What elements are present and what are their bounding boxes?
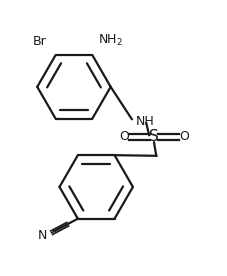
Text: S: S xyxy=(148,129,158,144)
Text: Br: Br xyxy=(33,35,47,48)
Text: NH: NH xyxy=(136,115,154,128)
Text: O: O xyxy=(178,130,188,144)
Text: N: N xyxy=(37,229,47,242)
Text: O: O xyxy=(118,130,128,144)
Text: NH$_2$: NH$_2$ xyxy=(97,33,122,48)
